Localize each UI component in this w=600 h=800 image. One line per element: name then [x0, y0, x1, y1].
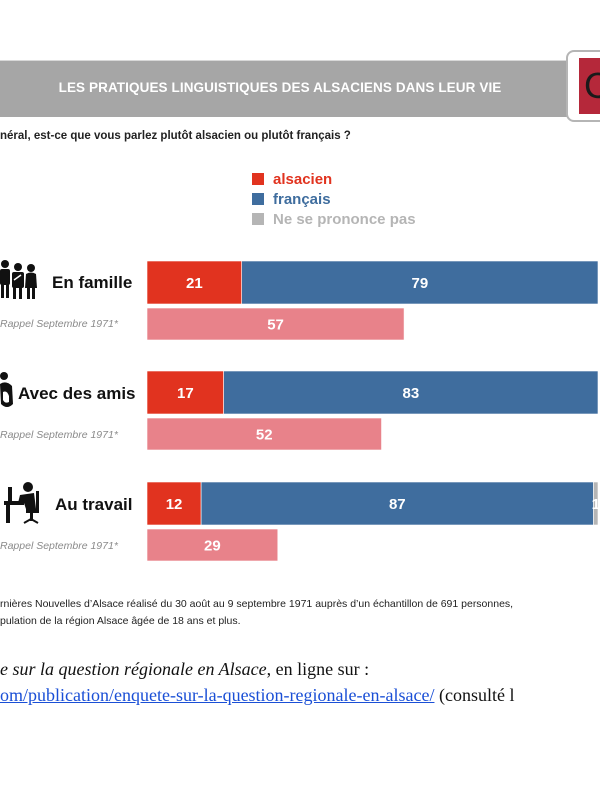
legend-swatch-alsacien: [252, 173, 264, 185]
bar-label-francais: 79: [412, 275, 429, 292]
rappel-label-en-famille: Rappel Septembre 1971*: [0, 318, 118, 330]
survey-question: néral, est-ce que vous parlez plutôt als…: [0, 130, 351, 142]
legend: alsacien français Ne se prononce pas: [252, 169, 416, 229]
rappel-label-au-travail: Rappel Septembre 1971*: [0, 540, 118, 552]
title-banner: [0, 60, 580, 117]
bar-label-alsacien: 21: [186, 275, 203, 292]
bar-label-nsp: 1: [592, 496, 600, 513]
friends-icon: [0, 372, 13, 407]
bar-nsp: [593, 481, 599, 526]
legend-label-alsacien: alsacien: [273, 170, 333, 188]
logo: [579, 58, 600, 114]
reference-line-2: om/publication/enquete-sur-la-question-r…: [0, 685, 514, 706]
reference-line-1: e sur la question régionale en Alsace, e…: [0, 659, 369, 680]
chart-title: LES PRATIQUES LINGUISTIQUES DES ALSACIEN…: [58, 80, 502, 95]
bar-label-francais: 87: [389, 496, 406, 513]
bar-label-alsacien: 17: [177, 385, 194, 402]
family-icon: [0, 260, 37, 299]
row-label-au-travail: Au travail: [55, 495, 133, 514]
bar-francais: [241, 260, 599, 305]
reference-suffix: , en ligne sur :: [266, 659, 370, 679]
bar-francais: [200, 481, 594, 526]
bar-label-alsacien: 12: [166, 496, 183, 513]
bar-label-rappel-1971: 52: [256, 427, 273, 444]
legend-swatch-francais: [252, 193, 264, 205]
bar-label-francais: 83: [402, 385, 419, 402]
bar-francais: [223, 370, 599, 415]
legend-item-alsacien: alsacien: [252, 169, 416, 189]
legend-label-francais: français: [273, 190, 331, 208]
reference-consulted: (consulté l: [434, 685, 515, 705]
bar-rappel-1971: [146, 417, 382, 451]
bar-label-rappel-1971: 29: [204, 538, 221, 555]
bar-rappel-1971: [146, 307, 405, 341]
row-label-en-famille: En famille: [52, 273, 133, 292]
legend-label-nsp: Ne se prononce pas: [273, 210, 416, 228]
bar-label-rappel-1971: 57: [267, 317, 284, 334]
legend-item-francais: français: [252, 189, 416, 209]
logo-glyph: C: [584, 65, 600, 106]
reference-link[interactable]: om/publication/enquete-sur-la-question-r…: [0, 685, 435, 705]
row-label-avec-des-amis: Avec des amis: [18, 384, 136, 403]
footnote-line-1: rnières Nouvelles d’Alsace réalisé du 30…: [0, 598, 514, 610]
bar-rappel-1971: [146, 528, 279, 562]
worker-at-desk-icon: [4, 482, 39, 524]
bar-alsacien: [146, 260, 243, 305]
legend-swatch-nsp: [252, 213, 264, 225]
footnote-line-2: pulation de la région Alsace âgée de 18 …: [0, 615, 241, 627]
reference-title: e sur la question régionale en Alsace: [0, 659, 267, 679]
rappel-label-avec-des-amis: Rappel Septembre 1971*: [0, 429, 118, 441]
legend-item-nsp: Ne se prononce pas: [252, 209, 416, 229]
